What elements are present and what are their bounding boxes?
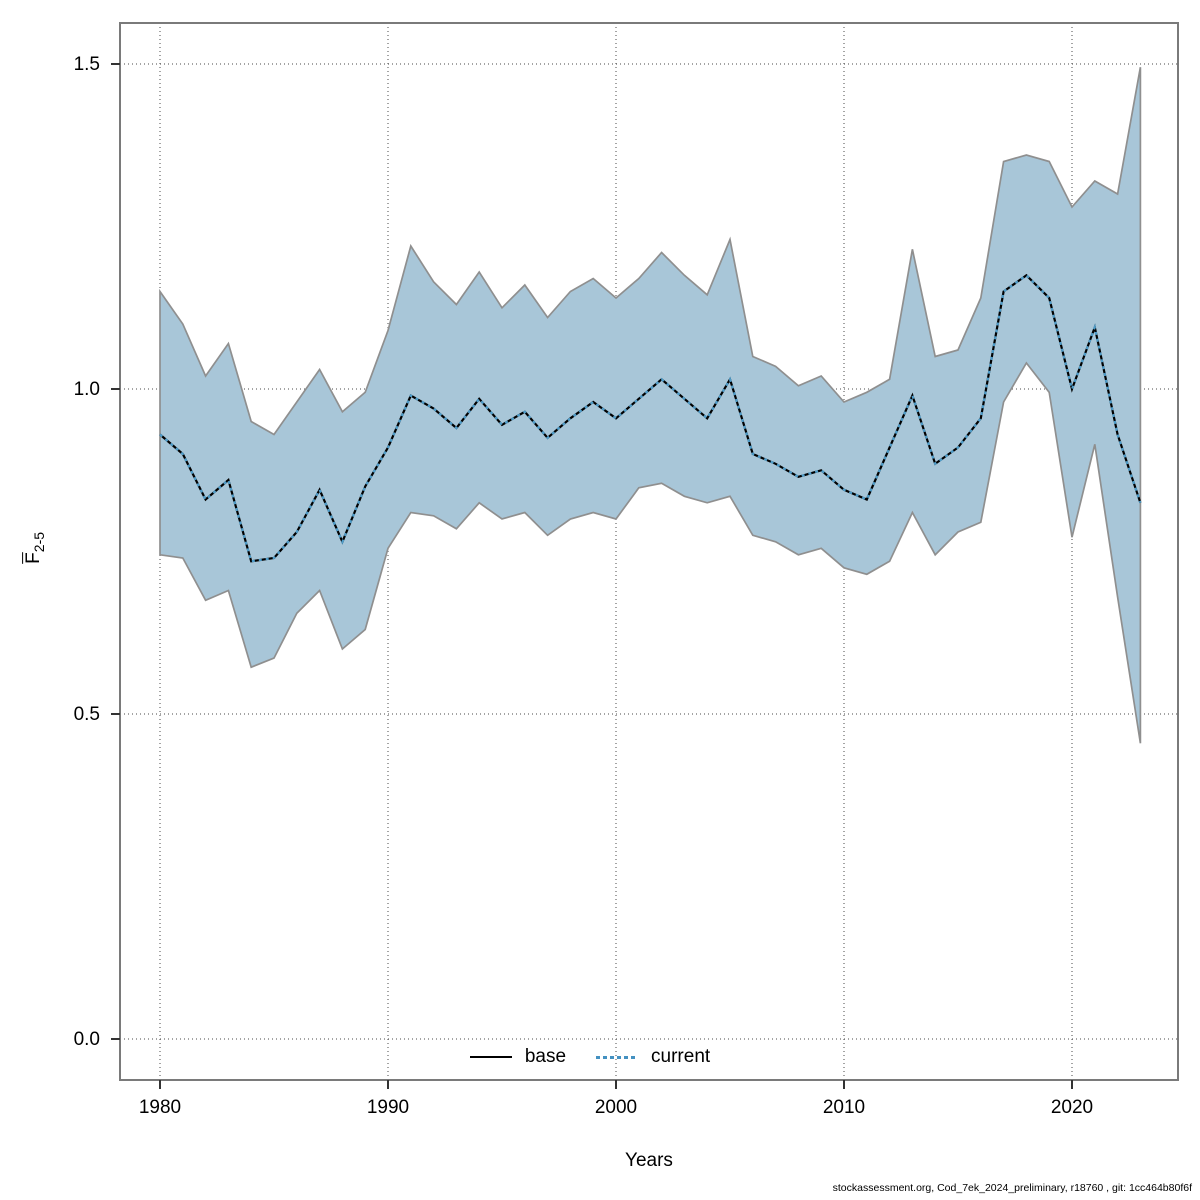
- plot-border: [119, 22, 1179, 1081]
- x-tick-label: 2020: [1050, 1097, 1094, 1118]
- y-axis-title-main: F: [23, 552, 45, 564]
- x-axis-title: Years: [625, 1150, 673, 1171]
- legend-item-current: current: [596, 1046, 710, 1068]
- legend-label-base: base: [524, 1046, 567, 1067]
- footer-note: stockassessment.org, Cod_7ek_2024_prelim…: [832, 1182, 1192, 1194]
- x-tick-label: 1990: [366, 1097, 410, 1118]
- legend-line-base: [469, 1056, 512, 1058]
- legend-label-current: current: [651, 1046, 711, 1067]
- current-line: [159, 273, 1142, 563]
- y-tick-label: 0.5: [73, 704, 100, 725]
- x-tick-label: 2000: [594, 1097, 638, 1118]
- confidence-band: [159, 67, 1142, 744]
- legend: base current: [430, 1042, 750, 1072]
- x-tick-label: 2010: [822, 1097, 866, 1118]
- legend-line-current: [596, 1055, 639, 1059]
- y-axis-title: F2-5: [23, 503, 47, 593]
- y-tick-label: 0.0: [73, 1029, 100, 1050]
- y-axis-title-sub: 2-5: [30, 531, 47, 553]
- y-tick-label: 1.5: [73, 54, 100, 75]
- y-tick-label: 1.0: [73, 379, 100, 400]
- x-tick-label: 1980: [138, 1097, 182, 1118]
- legend-item-base: base: [469, 1046, 567, 1068]
